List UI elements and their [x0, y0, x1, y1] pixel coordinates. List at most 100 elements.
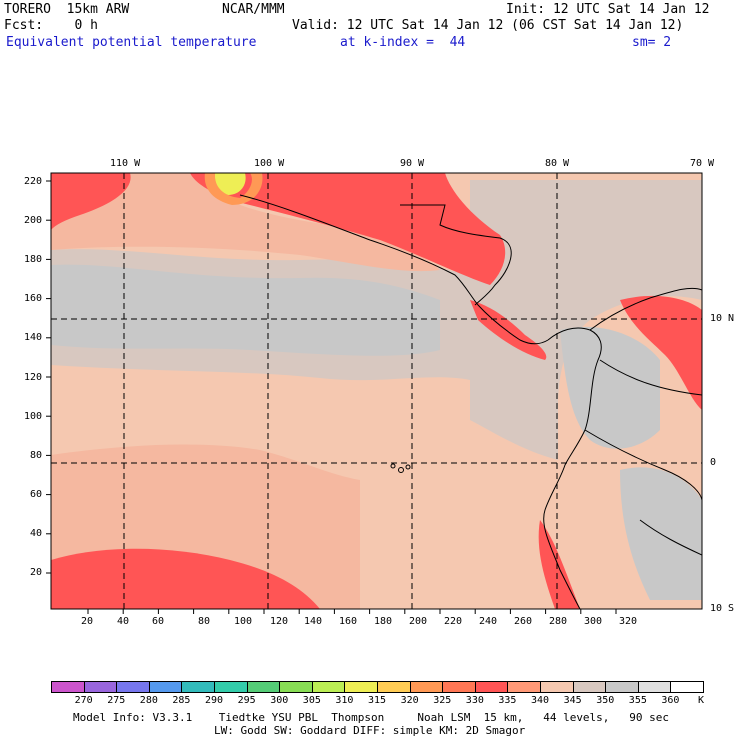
colorbar-label: 305 — [302, 695, 321, 706]
border-peru-brazil — [639, 519, 702, 556]
colorbar-label: 275 — [107, 695, 126, 706]
map-frame — [50, 172, 703, 610]
colorbar-label: 310 — [335, 695, 354, 706]
colorbar-unit: K — [698, 695, 705, 706]
region-red-costa-rica — [470, 300, 547, 360]
x-label: 140 — [304, 616, 323, 627]
border-colombia — [599, 359, 702, 396]
region-red-south-pacific — [51, 548, 320, 609]
lon-label-110w: 110 W — [110, 158, 141, 169]
colorbar-swatch — [279, 681, 313, 693]
colorbar-swatch — [311, 681, 346, 693]
colorbar-label: 295 — [237, 695, 256, 706]
y-label: 100 — [24, 411, 43, 422]
valid-time: Valid: 12 UTC Sat 14 Jan 12 (06 CST Sat … — [292, 18, 684, 33]
lon-label-70w: 70 W — [690, 158, 715, 169]
y-label: 40 — [30, 528, 43, 539]
y-label: 120 — [24, 372, 43, 383]
x-label: 100 — [234, 616, 253, 627]
colorbar-label: 355 — [628, 695, 647, 706]
colorbar-label: 270 — [74, 695, 93, 706]
x-label: 300 — [584, 616, 603, 627]
lon-label-100w: 100 W — [254, 158, 285, 169]
x-label: 60 — [152, 616, 165, 627]
model-title: TORERO 15km ARW — [4, 2, 130, 17]
y-label: 80 — [30, 450, 43, 461]
colorbar-swatch — [377, 681, 411, 693]
x-label: 80 — [198, 616, 211, 627]
colorbar-label: 345 — [563, 695, 582, 706]
colorbar-label: 335 — [498, 695, 517, 706]
smoothing-label: sm= 2 — [632, 35, 672, 50]
colorbar-swatch — [442, 681, 476, 693]
x-label: 120 — [270, 616, 289, 627]
init-time: Init: 12 UTC Sat 14 Jan 12 — [506, 2, 710, 17]
colorbar-swatch — [409, 681, 444, 693]
level-label: at k-index = 44 — [340, 35, 466, 50]
colorbar-label: 285 — [172, 695, 191, 706]
latlon-grid — [51, 173, 702, 609]
colorbar-swatch — [572, 681, 607, 693]
coastline-south-america-west — [543, 327, 602, 609]
x-label: 200 — [409, 616, 428, 627]
x-label: 240 — [479, 616, 498, 627]
y-axis-ticks — [46, 180, 51, 574]
colorbar-label: 290 — [205, 695, 224, 706]
x-label: 20 — [81, 616, 94, 627]
lon-label-80w: 80 W — [545, 158, 570, 169]
forecast-hour: Fcst: 0 h — [4, 18, 98, 33]
x-label: 320 — [619, 616, 638, 627]
colorbar-label: 280 — [139, 695, 158, 706]
colorbar-swatch — [116, 681, 150, 693]
y-label: 140 — [24, 332, 43, 343]
colorbar-swatch — [181, 681, 215, 693]
colorbar-swatch — [605, 681, 639, 693]
colorbar-label: 325 — [433, 695, 452, 706]
x-label: 40 — [117, 616, 130, 627]
y-label: 200 — [24, 215, 43, 226]
lat-label-10n: 10 N — [710, 313, 735, 324]
colorbar-label: 315 — [368, 695, 387, 706]
model-info-line-1: Model Info: V3.3.1 Tiedtke YSU PBL Thomp… — [73, 711, 670, 724]
region-salmon-north — [51, 173, 440, 272]
colorbar-swatch — [148, 681, 183, 693]
lon-label-90w: 90 W — [400, 158, 425, 169]
colorbar-swatch — [637, 681, 672, 693]
y-label: 220 — [24, 176, 43, 187]
lat-label-10s: 10 S — [710, 603, 735, 614]
colorbar-swatch — [540, 681, 574, 693]
colorbar-swatch — [246, 681, 281, 693]
galapagos-island-1 — [390, 463, 396, 469]
region-grey-east — [470, 180, 702, 460]
field-name: Equivalent potential temperature — [6, 35, 257, 50]
x-label: 180 — [374, 616, 393, 627]
colorbar-label: 320 — [400, 695, 419, 706]
y-label: 60 — [30, 489, 43, 500]
colorbar-swatch — [51, 681, 85, 693]
region-red-nw — [51, 173, 131, 230]
galapagos-island-3 — [405, 464, 411, 470]
colorbar-label: 360 — [661, 695, 680, 706]
x-label: 220 — [444, 616, 463, 627]
y-label: 20 — [30, 567, 43, 578]
colorbar-swatch — [670, 681, 704, 693]
colorbar-swatch — [344, 681, 378, 693]
colorbar-swatch — [507, 681, 541, 693]
colorbar-label: 300 — [270, 695, 289, 706]
theta-e-field — [51, 173, 702, 609]
colorbar-swatch — [214, 681, 248, 693]
x-label: 260 — [514, 616, 533, 627]
coastline-pacific-central-america — [239, 194, 549, 345]
border-ecuador-peru — [584, 429, 702, 501]
galapagos-island-2 — [398, 467, 404, 473]
model-info-line-2: LW: Godd SW: Goddard DIFF: simple KM: 2D… — [214, 724, 526, 737]
org-label: NCAR/MMM — [222, 2, 285, 17]
colorbar-label: 340 — [531, 695, 550, 706]
y-label: 160 — [24, 293, 43, 304]
x-label: 280 — [549, 616, 568, 627]
x-axis-ticks — [87, 609, 617, 614]
colorbar-swatch — [474, 681, 509, 693]
colorbar-label: 330 — [465, 695, 484, 706]
region-grey-land — [560, 326, 660, 449]
